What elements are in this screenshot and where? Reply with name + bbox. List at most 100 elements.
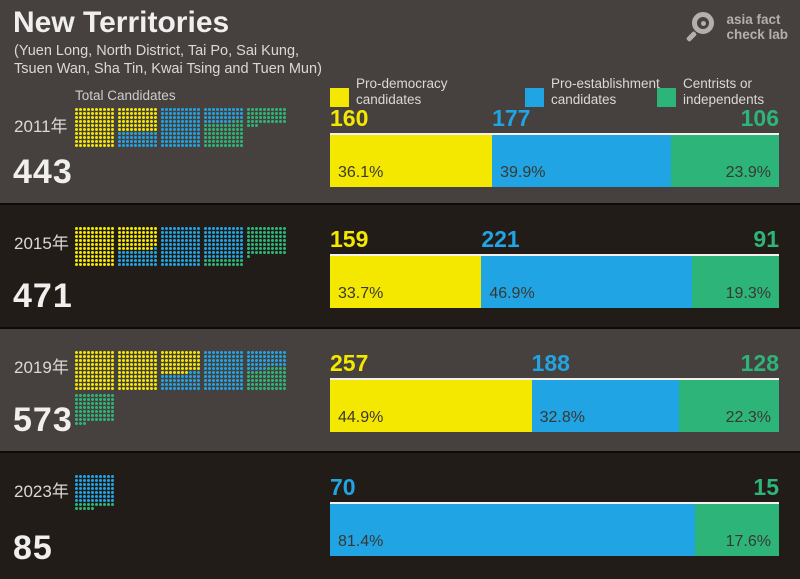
centrist-percentage: 19.3%: [725, 285, 771, 302]
brand-name: asia fact check lab: [726, 12, 788, 42]
waffle-block: [247, 351, 286, 390]
legend-label: Pro-democracy candidates: [356, 76, 448, 107]
establishment-count: 177: [492, 105, 531, 131]
total-candidates-value: 85: [13, 529, 53, 567]
establishment-count: 188: [531, 350, 570, 376]
establishment-segment: 39.9%: [492, 135, 672, 187]
waffle-block: [204, 351, 243, 390]
establishment-percentage: 32.8%: [539, 409, 585, 426]
establishment-legend-swatch: [525, 88, 544, 107]
brand-name-line-2: check lab: [726, 27, 788, 42]
band-2019: 2019年 573 257 188 128 44.9% 32.8% 22.3%: [0, 329, 800, 451]
establishment-segment: 46.9%: [481, 256, 692, 308]
brand-name-line-1: asia fact: [726, 12, 781, 27]
democracy-segment: 33.7%: [330, 256, 482, 308]
establishment-count: 70: [330, 474, 356, 500]
stacked-bar-group: 160 177 106 36.1% 39.9% 23.9%: [330, 105, 779, 187]
democracy-percentage: 36.1%: [338, 164, 384, 181]
page-subtitle: (Yuen Long, North District, Tai Po, Sai …: [14, 42, 322, 78]
democracy-legend-swatch: [330, 88, 349, 107]
waffle-chart: [75, 351, 293, 425]
democracy-segment: 44.9%: [330, 380, 532, 432]
band-separator: [0, 203, 800, 205]
legend-label: Centrists or independents: [683, 76, 765, 107]
band-2011: New Territories (Yuen Long, North Distri…: [0, 0, 800, 203]
waffle-block: [75, 394, 114, 425]
centrist-legend-swatch: [657, 88, 676, 107]
establishment-percentage: 81.4%: [338, 533, 384, 550]
waffle-block: [118, 108, 157, 147]
year-label: 2015年: [14, 234, 69, 253]
waffle-block: [75, 351, 114, 390]
establishment-percentage: 39.9%: [500, 164, 546, 181]
establishment-percentage: 46.9%: [489, 285, 535, 302]
total-candidates-value: 443: [13, 153, 73, 191]
centrist-segment: 22.3%: [678, 380, 779, 432]
band-separator: [0, 451, 800, 453]
waffle-block: [161, 351, 200, 390]
total-candidates-value: 471: [13, 277, 73, 315]
establishment-segment: 32.8%: [531, 380, 679, 432]
band-separator: [0, 327, 800, 329]
democracy-count: 159: [330, 226, 369, 252]
segment-count-labels: 160 177 106: [330, 105, 779, 133]
year-label: 2023年: [14, 482, 69, 501]
waffle-chart: [75, 227, 293, 266]
legend-label: Pro-establishment candidates: [551, 76, 660, 107]
segment-count-labels: 70 15: [330, 474, 779, 502]
legend-item-establishment: Pro-establishment candidates: [525, 76, 660, 108]
subtitle-line-2: Tsuen Wan, Sha Tin, Kwai Tsing and Tuen …: [14, 61, 322, 77]
waffle-block: [161, 227, 200, 266]
waffle-chart: [75, 475, 293, 510]
stacked-bar-group: 257 188 128 44.9% 32.8% 22.3%: [330, 350, 779, 432]
waffle-block: [75, 227, 114, 266]
magnifier-icon: [686, 11, 718, 43]
democracy-count: 160: [330, 105, 369, 131]
centrist-percentage: 17.6%: [725, 533, 771, 550]
centrist-count: 91: [753, 226, 779, 252]
establishment-count: 221: [481, 226, 520, 252]
centrist-count: 128: [740, 350, 779, 376]
democracy-percentage: 33.7%: [338, 285, 384, 302]
waffle-column-label: Total Candidates: [75, 88, 176, 103]
waffle-block: [161, 108, 200, 147]
democracy-count: 257: [330, 350, 369, 376]
segment-count-labels: 257 188 128: [330, 350, 779, 378]
waffle-block: [204, 227, 243, 266]
stacked-bar-group: 159 221 91 33.7% 46.9% 19.3%: [330, 226, 779, 308]
legend-item-centrist: Centrists or independents: [657, 76, 764, 108]
waffle-block: [75, 108, 114, 147]
year-label: 2019年: [14, 358, 69, 377]
segment-count-labels: 159 221 91: [330, 226, 779, 254]
band-2023: 2023年 85 70 15 81.4% 17.6%: [0, 453, 800, 579]
centrist-percentage: 22.3%: [725, 409, 771, 426]
waffle-block: [118, 227, 157, 266]
waffle-block: [118, 351, 157, 390]
waffle-chart: [75, 108, 293, 147]
year-label: 2011年: [14, 117, 68, 136]
page-title: New Territories: [13, 6, 230, 39]
centrist-segment: 19.3%: [691, 256, 779, 308]
band-2015: 2015年 471 159 221 91 33.7% 46.9% 19.3%: [0, 205, 800, 327]
democracy-segment: 36.1%: [330, 135, 493, 187]
establishment-segment: 81.4%: [330, 504, 696, 556]
waffle-block: [204, 108, 243, 147]
stacked-bar: 36.1% 39.9% 23.9%: [330, 133, 779, 187]
stacked-bar-group: 70 15 81.4% 17.6%: [330, 474, 779, 556]
centrist-count: 15: [753, 474, 779, 500]
waffle-block: [75, 475, 114, 510]
brand-logo: asia fact check lab: [686, 11, 788, 43]
centrist-percentage: 23.9%: [725, 164, 771, 181]
centrist-count: 106: [740, 105, 779, 131]
centrist-segment: 17.6%: [695, 504, 779, 556]
subtitle-line-1: (Yuen Long, North District, Tai Po, Sai …: [14, 43, 300, 59]
stacked-bar: 44.9% 32.8% 22.3%: [330, 378, 779, 432]
total-candidates-value: 573: [13, 401, 73, 439]
stacked-bar: 33.7% 46.9% 19.3%: [330, 254, 779, 308]
stacked-bar: 81.4% 17.6%: [330, 502, 779, 556]
waffle-block: [247, 227, 286, 266]
centrist-segment: 23.9%: [671, 135, 779, 187]
legend-item-democracy: Pro-democracy candidates: [330, 76, 448, 108]
waffle-block: [247, 108, 286, 147]
democracy-percentage: 44.9%: [338, 409, 384, 426]
